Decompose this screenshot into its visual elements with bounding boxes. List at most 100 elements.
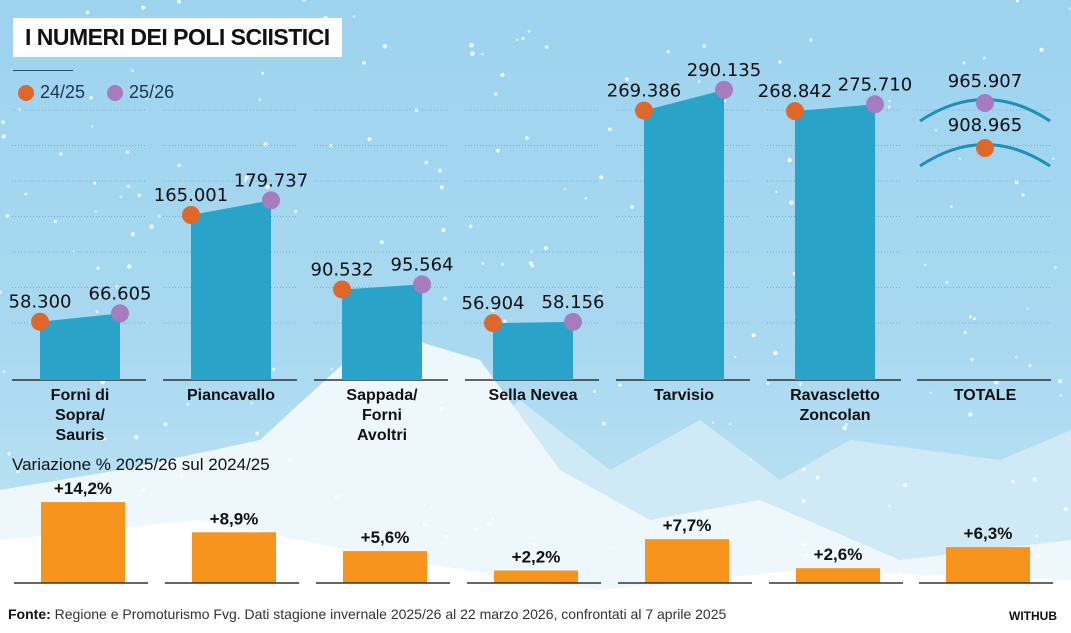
snowflake (486, 521, 491, 526)
snowflake (294, 210, 298, 214)
snowflake (100, 438, 104, 441)
snowflake (805, 553, 809, 557)
snowflake (798, 382, 803, 386)
snowflake (842, 425, 847, 431)
snowflake (609, 547, 612, 550)
snowflake (584, 197, 588, 200)
snowflake (527, 29, 531, 33)
snowflake (516, 38, 519, 42)
snowflake (252, 444, 255, 447)
snowflake (424, 160, 429, 165)
snowflake (330, 368, 333, 371)
category-label: Tarvisio (654, 387, 714, 404)
snowflake (970, 358, 974, 362)
snowflake (749, 458, 752, 461)
snowflake (89, 96, 93, 100)
snowflake (473, 527, 478, 532)
bar-0 (40, 313, 120, 380)
snowflake (844, 423, 848, 427)
snowflake (380, 240, 384, 245)
snowflake (469, 224, 473, 229)
snowflake (1039, 47, 1044, 52)
snowflake (103, 437, 107, 441)
change-bar-5 (796, 568, 880, 583)
snowflake (92, 181, 97, 185)
snowflake (0, 290, 2, 294)
change-label: +6,3% (964, 524, 1013, 543)
value-label-2425: 165.001 (154, 185, 228, 206)
snowflake (544, 45, 549, 49)
snowflake (801, 499, 806, 504)
legend: 24/25 25/26 (18, 82, 174, 103)
snowflake (500, 73, 505, 78)
snowflake (728, 423, 732, 426)
value-label-2526: 95.564 (391, 254, 454, 275)
snowflake (126, 537, 131, 542)
value-label-2425: 58.300 (9, 292, 72, 313)
value-label-2425: 90.532 (311, 259, 374, 280)
snowflake (176, 0, 182, 4)
value-label-2526: 965.907 (948, 71, 1022, 92)
snowflake (1015, 356, 1018, 359)
snowflake (422, 522, 427, 527)
snowflake (495, 148, 500, 153)
change-label: +7,7% (663, 516, 712, 535)
source-note: Fonte: Regione e Promoturismo Fvg. Dati … (8, 606, 726, 622)
snowflake (1016, 0, 1019, 3)
bar-2 (342, 284, 422, 380)
change-bar-0 (41, 502, 125, 583)
point-2425 (484, 314, 502, 333)
snowflake (7, 452, 11, 456)
point-2425 (333, 280, 351, 299)
snowflake (766, 382, 770, 385)
snowflake (963, 330, 967, 335)
snowflake (502, 319, 507, 324)
snowflake (127, 264, 132, 269)
snowflake (255, 431, 259, 436)
bar-5 (795, 104, 875, 380)
snowflake (887, 105, 891, 109)
snowflake (443, 296, 448, 301)
snowflake (1021, 193, 1025, 197)
change-label: +5,6% (361, 528, 410, 547)
brand-logo: WITHUB (1009, 609, 1057, 623)
snowflake (5, 214, 10, 218)
snowflake (180, 475, 184, 480)
snowflake (439, 185, 444, 190)
snowflake (163, 422, 168, 427)
snowflake (751, 333, 756, 338)
snowflake (492, 518, 495, 521)
snowflake (962, 61, 966, 65)
snowflake (802, 467, 806, 472)
snowflake (705, 520, 709, 524)
category-label: Sappada/Forni Avoltri (346, 387, 418, 444)
snowflake (24, 192, 28, 196)
point-2425 (786, 102, 804, 121)
snowflake (441, 228, 446, 233)
point-2425 (635, 101, 653, 120)
snowflake (809, 38, 813, 42)
snowflake (501, 263, 505, 266)
snowflake (778, 60, 782, 64)
snowflake (261, 71, 265, 75)
snowflake (352, 15, 356, 18)
snowflake (841, 547, 845, 551)
snowflake (250, 401, 253, 405)
snowflake (131, 69, 134, 72)
snowflake (95, 310, 99, 314)
snowflake (1, 134, 6, 139)
legend-label-2526: 25/26 (129, 82, 175, 102)
snowflake (888, 504, 891, 508)
snowflake (983, 56, 986, 60)
snowflake (247, 442, 251, 446)
change-label: +2,6% (814, 545, 863, 564)
legend-label-2425: 24/25 (40, 82, 86, 102)
snowflake (1068, 7, 1071, 10)
snowflake (592, 389, 596, 393)
snowflake (929, 391, 932, 394)
snowflake (272, 367, 276, 371)
snowflake (367, 137, 372, 142)
snowflake (130, 232, 135, 237)
snowflake (1028, 364, 1032, 367)
